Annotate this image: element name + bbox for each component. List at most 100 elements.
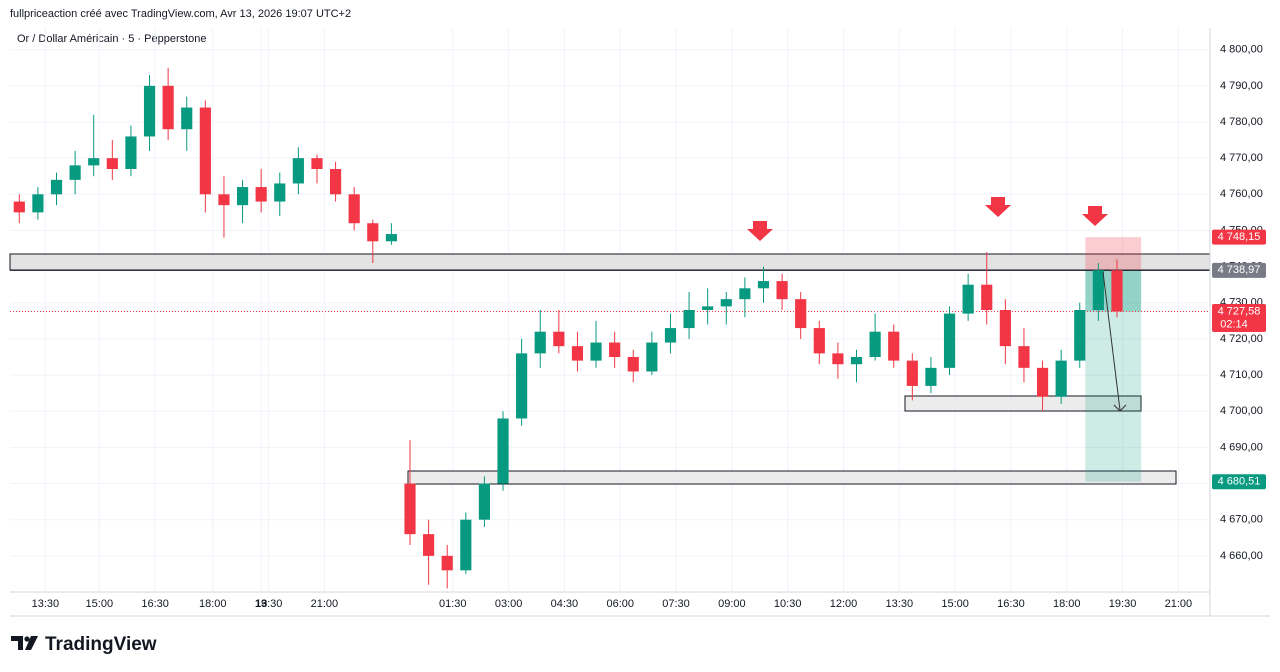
y-tick-label: 4 670,00 bbox=[1220, 514, 1263, 526]
candle-body bbox=[981, 284, 993, 310]
x-tick-label: 21:00 bbox=[1165, 598, 1193, 610]
x-tick-label: 18:00 bbox=[1053, 598, 1081, 610]
candle-body bbox=[69, 165, 81, 180]
candle-body bbox=[1018, 346, 1030, 368]
x-tick-label: 12:00 bbox=[830, 598, 858, 610]
x-tick-label: 15:00 bbox=[941, 598, 969, 610]
price-tag bbox=[1212, 474, 1266, 490]
candle-body bbox=[888, 331, 900, 361]
candle-body bbox=[832, 353, 844, 365]
candle-body bbox=[683, 310, 695, 329]
candle-body bbox=[850, 357, 863, 365]
countdown: 02:14 bbox=[1220, 318, 1248, 330]
projection-line bbox=[1102, 271, 1121, 411]
candle-body bbox=[590, 342, 602, 361]
candle-body bbox=[13, 201, 25, 213]
candle-body bbox=[348, 194, 360, 224]
candle-body bbox=[999, 310, 1011, 347]
arrow-marker bbox=[985, 197, 1011, 217]
y-tick-label: 4 660,00 bbox=[1220, 550, 1263, 562]
candle-body bbox=[125, 136, 137, 169]
zone bbox=[407, 470, 1177, 485]
candle-body bbox=[311, 158, 323, 169]
candle-body bbox=[88, 158, 100, 166]
candle-body bbox=[609, 342, 621, 357]
candle-body bbox=[367, 223, 379, 242]
candle-body bbox=[571, 346, 584, 361]
x-tick-label: 16:30 bbox=[141, 598, 169, 610]
x-tick-label: 07:30 bbox=[662, 598, 690, 610]
candle-body bbox=[720, 299, 732, 307]
candle-body bbox=[1074, 310, 1086, 361]
logo-mark bbox=[24, 636, 30, 642]
candle-body bbox=[441, 555, 453, 571]
x-tick-label: 13:30 bbox=[32, 598, 60, 610]
candle-body bbox=[702, 306, 714, 310]
x-tick-label: 16:30 bbox=[997, 598, 1025, 610]
axes: 4 660,004 670,004 680,004 690,004 700,00… bbox=[32, 44, 1263, 610]
candle-body bbox=[478, 483, 490, 520]
candle-body bbox=[497, 418, 509, 484]
candle-body bbox=[181, 107, 193, 130]
candle-body bbox=[199, 107, 211, 195]
price-tag-label: 4 738,97 bbox=[1218, 264, 1261, 276]
candle-body bbox=[739, 288, 751, 300]
zone bbox=[904, 395, 1142, 412]
projection-arrowhead bbox=[1113, 404, 1127, 412]
logo: TradingView bbox=[11, 634, 157, 655]
credit: fullpriceaction créé avec TradingView.co… bbox=[10, 8, 351, 20]
candle-body bbox=[516, 353, 528, 419]
y-tick-label: 4 780,00 bbox=[1220, 116, 1263, 128]
y-tick-label: 4 690,00 bbox=[1220, 441, 1263, 453]
candle-body bbox=[143, 85, 156, 137]
x-tick-label: 09:00 bbox=[718, 598, 746, 610]
candle-body bbox=[906, 360, 918, 386]
candle-body bbox=[292, 158, 304, 184]
price-tag-label: 4 727,58 bbox=[1218, 305, 1261, 317]
x-tick-label: 10:30 bbox=[774, 598, 802, 610]
stop-zone bbox=[1085, 237, 1142, 271]
candle-body bbox=[869, 331, 881, 357]
price-tag bbox=[1212, 262, 1266, 278]
candle-body bbox=[274, 183, 286, 202]
y-tick-label: 4 700,00 bbox=[1220, 405, 1263, 417]
candle-body bbox=[627, 357, 639, 372]
brand: TradingView bbox=[45, 634, 157, 655]
candle-body bbox=[1092, 270, 1104, 310]
candle-body bbox=[943, 313, 956, 368]
candle-body bbox=[795, 299, 807, 329]
arrow-marker bbox=[1082, 206, 1108, 226]
price-tag bbox=[1212, 304, 1266, 333]
chart-title: Or / Dollar Américain · 5 · Pepperstone bbox=[17, 33, 207, 45]
candle-body bbox=[962, 284, 974, 314]
x-tick-label: 18:00 bbox=[199, 598, 227, 610]
candle-body bbox=[423, 534, 435, 556]
x-tick-label: 04:30 bbox=[551, 598, 579, 610]
candle-body bbox=[32, 194, 44, 213]
candle-body bbox=[664, 328, 677, 343]
candle-body bbox=[1111, 270, 1123, 312]
x-tick-label: 06:00 bbox=[606, 598, 634, 610]
candle-body bbox=[162, 85, 174, 130]
candle-body bbox=[757, 281, 770, 289]
candle-body bbox=[553, 331, 565, 347]
candle-body bbox=[218, 194, 230, 206]
candle-body bbox=[404, 483, 416, 535]
candle-body bbox=[534, 331, 546, 354]
candle-body bbox=[646, 342, 658, 372]
candle-body bbox=[330, 169, 342, 195]
candle-body bbox=[1036, 367, 1049, 397]
candles bbox=[13, 67, 1123, 589]
price-tag-label: 4 680,51 bbox=[1218, 476, 1261, 488]
y-tick-label: 4 770,00 bbox=[1220, 152, 1263, 164]
candle-body bbox=[236, 187, 249, 206]
candle-body bbox=[1055, 360, 1067, 397]
x-tick-label: 03:00 bbox=[495, 598, 523, 610]
price-tag bbox=[1212, 229, 1266, 245]
x-tick-label: 19:30 bbox=[255, 598, 283, 610]
y-tick-label: 4 790,00 bbox=[1220, 80, 1263, 92]
y-tick-label: 4 720,00 bbox=[1220, 333, 1263, 345]
arrow-marker bbox=[747, 221, 773, 241]
